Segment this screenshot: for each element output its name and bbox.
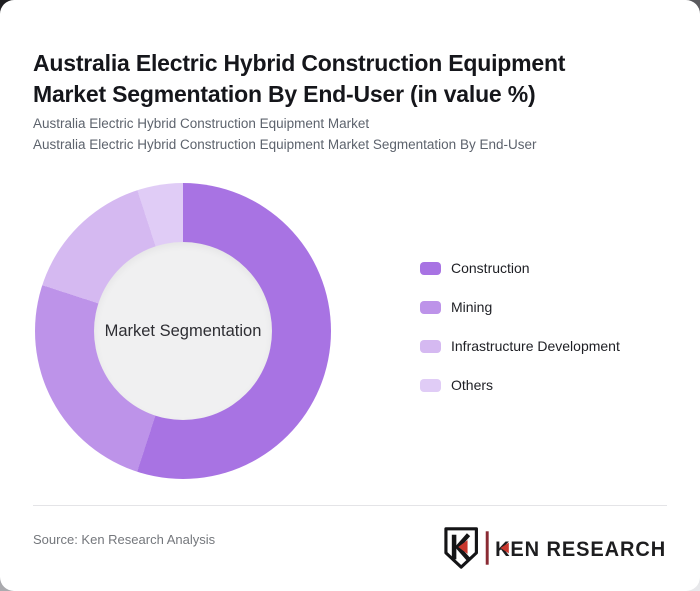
legend-item-mining: Mining — [420, 299, 620, 315]
legend-swatch-mining — [420, 300, 441, 314]
shield-red-triangle — [458, 540, 468, 554]
legend-item-others: Others — [420, 377, 620, 393]
page-title-line1: Australia Electric Hybrid Construction E… — [33, 50, 566, 77]
shield-k-icon — [444, 527, 478, 569]
legend-label-mining: Mining — [451, 299, 493, 315]
source-text: Source: Ken Research Analysis — [33, 532, 216, 547]
page-title: Australia Electric Hybrid Construction E… — [33, 48, 673, 110]
chart-subtitle-1: Australia Electric Hybrid Construction E… — [33, 116, 370, 131]
ken-research-logo: KEN RESEARCH — [442, 526, 670, 575]
legend-label-construction: Construction — [451, 260, 530, 276]
chart-subtitles: Australia Electric Hybrid Construction E… — [33, 113, 673, 155]
legend-swatch-construction — [420, 261, 441, 275]
legend-swatch-infrastructure-development — [420, 339, 441, 353]
donut-hole: Market Segmentation — [94, 242, 272, 420]
donut-chart: Market Segmentation — [35, 183, 331, 479]
legend-item-construction: Construction — [420, 260, 620, 276]
logo-wordmark: KEN RESEARCH — [495, 536, 666, 561]
wordmark-red-triangle — [500, 542, 509, 554]
donut-center-label: Market Segmentation — [104, 321, 262, 340]
footer-divider — [33, 505, 667, 506]
legend-swatch-others — [420, 378, 441, 392]
legend-label-infrastructure-development: Infrastructure Development — [451, 338, 620, 354]
page-title-line2: Market Segmentation By End-User (in valu… — [33, 81, 536, 108]
chart-subtitle-2: Australia Electric Hybrid Construction E… — [33, 137, 537, 152]
ken-research-logo-svg: KEN RESEARCH — [444, 527, 666, 569]
legend-label-others: Others — [451, 377, 494, 393]
logo-separator-bar — [485, 531, 489, 565]
chart-legend: Construction Mining Infrastructure Devel… — [420, 260, 620, 417]
legend-item-infrastructure-development: Infrastructure Development — [420, 338, 620, 354]
